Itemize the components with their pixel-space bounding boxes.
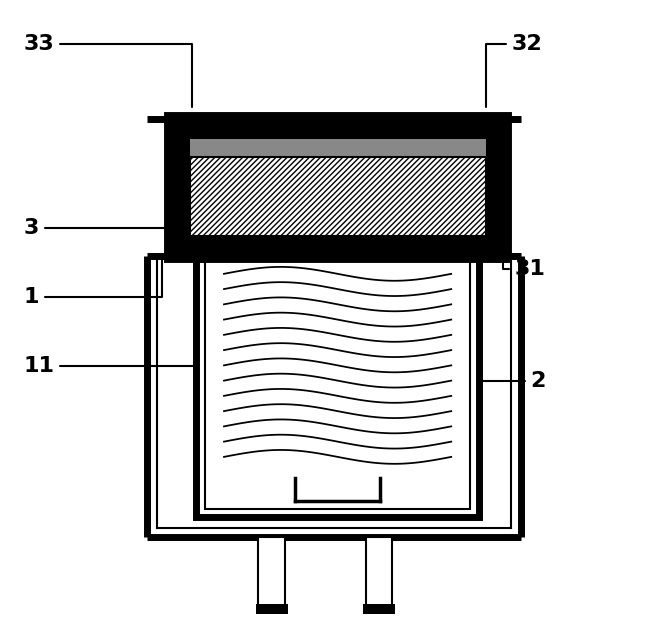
Bar — [256, 604, 287, 614]
Bar — [171, 119, 504, 256]
Bar — [205, 250, 471, 509]
Text: 1: 1 — [24, 258, 162, 307]
Bar — [366, 537, 393, 606]
Bar — [258, 537, 285, 606]
Text: 11: 11 — [24, 323, 196, 376]
Bar — [196, 250, 479, 517]
Text: 3: 3 — [24, 213, 175, 238]
Text: 33: 33 — [24, 34, 192, 107]
Text: 2: 2 — [479, 371, 545, 391]
Text: 31: 31 — [502, 216, 545, 279]
Bar — [363, 604, 395, 614]
Bar — [189, 139, 487, 158]
Bar — [189, 139, 487, 236]
Text: 32: 32 — [487, 34, 542, 107]
